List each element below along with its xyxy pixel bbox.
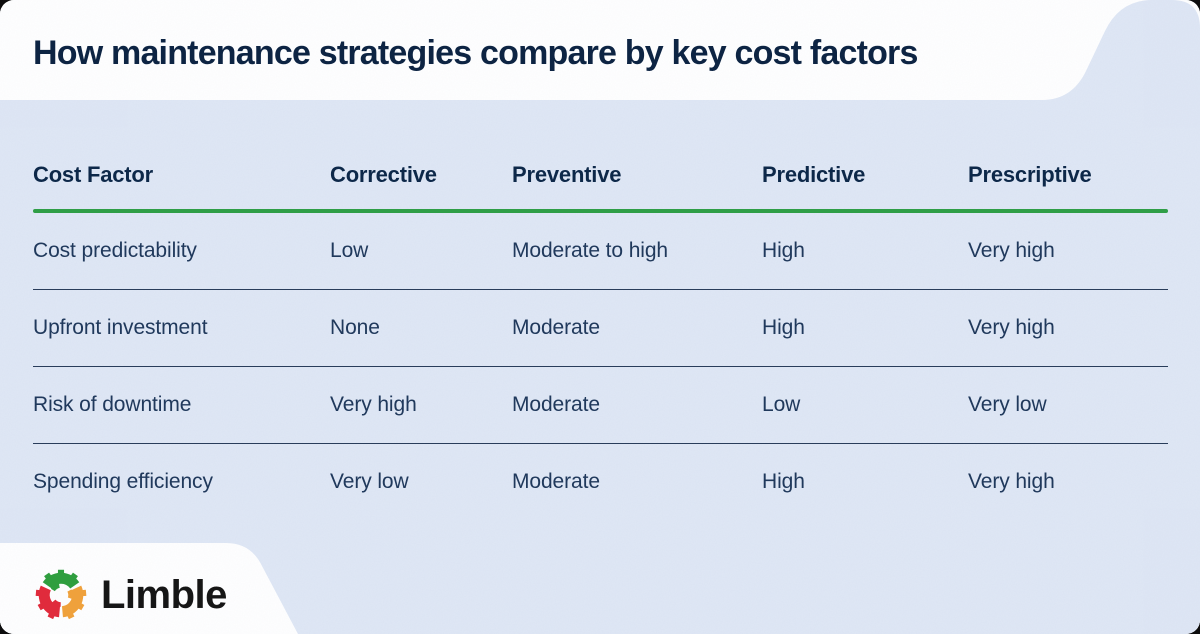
cell-value: Moderate: [512, 316, 600, 339]
cell-value: Low: [330, 239, 369, 262]
table-row-cost-predictability: Cost predictability Low Moderate to high…: [33, 213, 1168, 290]
row-label: Risk of downtime: [33, 393, 192, 416]
row-label: Spending efficiency: [33, 470, 213, 493]
cell-value: Very high: [330, 393, 417, 416]
column-header-cost-factor: Cost Factor: [33, 162, 154, 187]
header-divider-green: [33, 209, 1168, 213]
row-label: Cost predictability: [33, 239, 197, 262]
cell-value: Moderate to high: [512, 239, 669, 262]
cell-value: High: [762, 239, 805, 262]
cell-value: Very low: [330, 470, 409, 493]
column-header-predictive: Predictive: [762, 162, 866, 187]
limble-gear-icon: [35, 569, 87, 620]
limble-wordmark: Limble: [101, 573, 227, 617]
cell-value: High: [762, 316, 805, 339]
cell-value: Moderate: [512, 393, 600, 416]
cell-value: High: [762, 470, 805, 493]
cell-value: Very high: [968, 316, 1055, 339]
cell-value: None: [330, 316, 380, 339]
cell-value: Very high: [968, 470, 1055, 493]
column-header-prescriptive: Prescriptive: [968, 162, 1092, 187]
row-label: Upfront investment: [33, 316, 208, 339]
cell-value: Moderate: [512, 470, 600, 493]
table-row-spending-efficiency: Spending efficiency Very low Moderate Hi…: [33, 444, 1168, 520]
column-header-preventive: Preventive: [512, 162, 622, 187]
page-title: How maintenance strategies compare by ke…: [33, 34, 918, 72]
column-header-corrective: Corrective: [330, 162, 437, 187]
table-header-row: Cost Factor Corrective Preventive Predic…: [33, 100, 1168, 209]
cell-value: Low: [762, 393, 801, 416]
table-row-upfront-investment: Upfront investment None Moderate High Ve…: [33, 290, 1168, 367]
comparison-table: Cost Factor Corrective Preventive Predic…: [33, 100, 1168, 520]
table-row-risk-of-downtime: Risk of downtime Very high Moderate Low …: [33, 367, 1168, 444]
limble-logo: Limble: [32, 566, 227, 624]
cell-value: Very high: [968, 239, 1055, 262]
cell-value: Very low: [968, 393, 1047, 416]
